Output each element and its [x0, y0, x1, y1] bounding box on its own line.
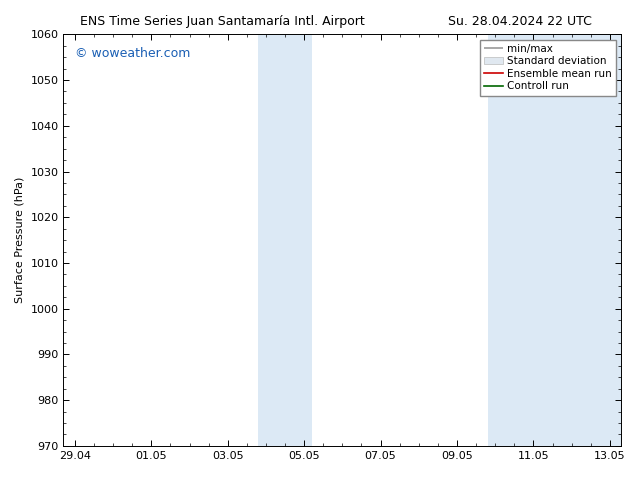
Bar — [541, 34, 621, 446]
Text: © woweather.com: © woweather.com — [75, 47, 190, 60]
Bar — [258, 34, 285, 446]
Text: Su. 28.04.2024 22 UTC: Su. 28.04.2024 22 UTC — [448, 15, 592, 28]
Bar — [514, 34, 541, 446]
Bar — [488, 34, 514, 446]
Y-axis label: Surface Pressure (hPa): Surface Pressure (hPa) — [15, 177, 25, 303]
Bar — [285, 34, 312, 446]
Legend: min/max, Standard deviation, Ensemble mean run, Controll run: min/max, Standard deviation, Ensemble me… — [480, 40, 616, 96]
Text: ENS Time Series Juan Santamaría Intl. Airport: ENS Time Series Juan Santamaría Intl. Ai… — [79, 15, 365, 28]
